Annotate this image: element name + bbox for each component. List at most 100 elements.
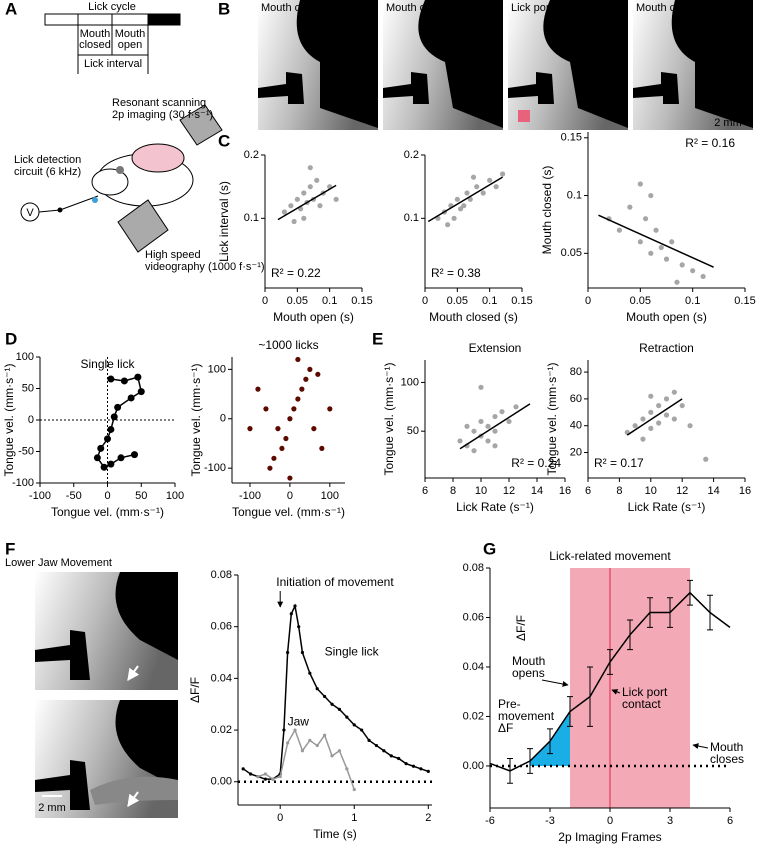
x-axis-label: Tongue vel. (mm·s⁻¹) (232, 505, 345, 519)
series-point (308, 671, 312, 675)
y-tick-label: 0.05 (561, 247, 582, 259)
scatter-point (637, 181, 643, 187)
scatter-point (471, 448, 477, 454)
premovement-area (530, 711, 570, 766)
x-tick-label: 0 (262, 295, 268, 307)
y-tick-label: 20 (570, 446, 582, 458)
scatter-point (445, 222, 451, 228)
scatter-point (674, 279, 680, 285)
annotation: ΔF (498, 721, 513, 735)
scatter-point (663, 412, 670, 418)
y-tick-label: -100 (12, 477, 34, 489)
scatter-point (307, 165, 313, 171)
annotation: Mouth (512, 654, 545, 668)
y-tick-label: 0.1 (567, 189, 582, 201)
scatter-point (648, 409, 654, 415)
x-axis-label: 2p Imaging Frames (558, 830, 661, 844)
y-tick-label: -100 (204, 462, 226, 474)
series-point (345, 715, 349, 719)
series-point (107, 425, 115, 433)
jaw-distance: 0.83 mm (129, 598, 172, 610)
series-point (297, 625, 301, 629)
series-point (248, 772, 253, 776)
series-point (263, 772, 267, 776)
setup-label: videography (1000 f·s⁻¹) (145, 261, 265, 273)
mouth-shape (671, 0, 753, 128)
mouth-shape (418, 0, 503, 128)
scatter-point (663, 396, 670, 402)
chart-title: Retraction (639, 341, 694, 355)
frame-label: Mouth opens (386, 2, 450, 14)
series-point (323, 733, 327, 737)
panel-label: A (5, 0, 17, 18)
chart-title: Lick-related movement (549, 549, 671, 563)
scatter-point (627, 204, 633, 210)
series-point (315, 743, 319, 748)
setup-label: Lick detection (14, 154, 81, 166)
series-point (100, 463, 108, 471)
panel-label: C (218, 131, 230, 150)
scatter-point (493, 184, 499, 190)
x-tick-label: 0 (585, 295, 591, 307)
lick-cycle-diagram (44, 13, 181, 74)
x-tick-label: 14 (531, 485, 543, 497)
scatter-point (648, 250, 654, 256)
scale-label: 2 mm (714, 117, 742, 129)
x-tick-label: -100 (29, 490, 51, 502)
series-point (330, 754, 334, 758)
scatter-point (299, 386, 305, 392)
error-bar (647, 597, 653, 628)
chart-title: Extension (469, 341, 522, 355)
series-point (134, 373, 142, 381)
frame-label: Lick port contact (511, 2, 591, 14)
scatter-point (275, 426, 281, 432)
series-point (352, 787, 356, 792)
series-point (137, 388, 145, 396)
frame-time: -40 ms (465, 14, 499, 26)
y-tick-label: 0.04 (463, 661, 484, 673)
y-tick-label: 0.04 (211, 672, 232, 684)
lick-port (508, 72, 554, 104)
scatter-point (327, 406, 333, 412)
scatter-point (295, 356, 301, 363)
y-tick-label: 40 (570, 420, 582, 432)
series-point (241, 767, 245, 771)
x-tick-label: 50 (135, 490, 147, 502)
jaw-image-label: Jaw alone (122, 580, 172, 592)
scatter-point (457, 438, 463, 444)
y-tick-label: 0.1 (404, 212, 419, 224)
series-point (131, 451, 138, 459)
scatter-point (301, 190, 307, 196)
error-bar (627, 619, 633, 651)
scatter-point (648, 425, 654, 431)
series-point (110, 413, 118, 421)
scatter-point (470, 174, 477, 180)
scatter-point (499, 409, 505, 415)
scatter-point (314, 177, 320, 183)
series-point (382, 749, 386, 753)
y-tick-label: 0.00 (463, 760, 484, 772)
scatter-point (263, 406, 269, 412)
scatter-point (333, 196, 339, 202)
annotation-arrow (692, 743, 709, 750)
lick-phase-label: Mouth (115, 28, 146, 40)
series-point (256, 774, 260, 779)
scatter-point (464, 423, 470, 429)
scatter-point (637, 239, 643, 245)
scatter-point (663, 256, 670, 262)
scatter-point (307, 366, 313, 372)
scatter-point (319, 445, 325, 452)
scatter-point (653, 227, 659, 233)
y-tick-label: 0.2 (404, 149, 419, 161)
scatter-point (283, 435, 289, 442)
series-point (300, 650, 305, 655)
scatter-point (478, 418, 484, 425)
scatter-point (301, 215, 307, 221)
scatter-point (317, 203, 323, 209)
x-axis-label: Mouth closed (s) (429, 310, 518, 324)
x-tick-label: 0.1 (322, 295, 337, 307)
frame-time: 110 ms (714, 14, 750, 26)
scatter-point (492, 443, 498, 449)
y-axis-label: Tongue vel. (mm·s⁻¹) (2, 363, 16, 476)
y-tick-label: 0.02 (463, 710, 484, 722)
